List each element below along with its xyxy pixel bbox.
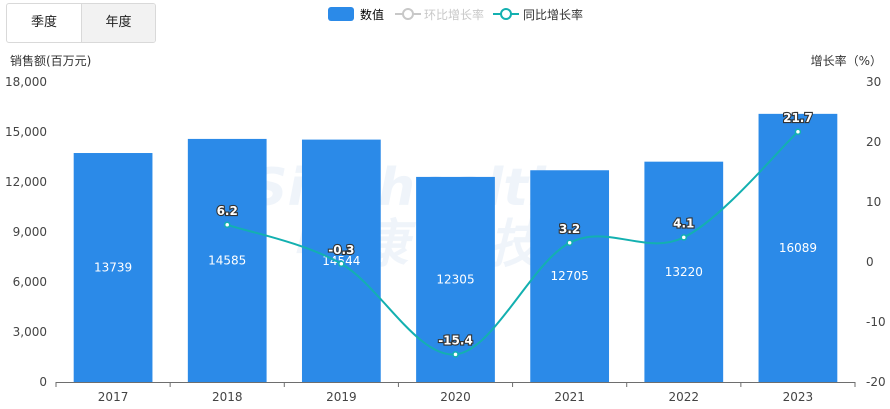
x-tick-label: 2018 [212, 390, 243, 404]
yoy-value-label: -0.3 [328, 243, 354, 257]
y-right-tick-label: -10 [866, 315, 886, 329]
yoy-value-label: 6.2 [217, 204, 238, 218]
yoy-value-label: 4.1 [673, 216, 694, 230]
bar-value-label: 16089 [779, 241, 817, 255]
bar[interactable] [73, 153, 153, 382]
bar[interactable] [416, 176, 495, 382]
bar-series [73, 113, 838, 382]
tab-year[interactable]: 年度 [81, 4, 155, 42]
yoy-value-label: -15.4 [438, 333, 473, 347]
x-tick-label: 2017 [98, 390, 129, 404]
x-axis: 2017 2018 2019 2020 2021 2022 2023 [55, 382, 856, 404]
y-axis-left-title: 销售额(百万元) [10, 53, 91, 68]
bar-value-label: 13220 [665, 265, 703, 279]
x-tick-label: 2020 [440, 390, 471, 404]
legend-yoy-marker[interactable] [500, 8, 512, 20]
yoy-line-series [223, 128, 802, 358]
bar-value-label: 13739 [94, 261, 132, 275]
legend-yoy-label[interactable]: 同比增长率 [523, 7, 583, 22]
legend-bar-label[interactable]: 数值 [360, 7, 384, 22]
bar[interactable] [187, 138, 267, 382]
y-left-tick-label: 18,000 [5, 75, 47, 89]
bar-labels: 13739145851454412305127051322016089 [94, 241, 817, 287]
legend-bar-swatch[interactable] [328, 7, 354, 21]
x-tick-label: 2021 [554, 390, 585, 404]
yoy-point[interactable] [452, 351, 459, 358]
y-left-tick-label: 0 [39, 375, 47, 389]
y-right-tick-label: 0 [866, 255, 874, 269]
x-tick-label: 2022 [669, 390, 700, 404]
bar[interactable] [644, 161, 724, 382]
y-left-tick-label: 12,000 [5, 175, 47, 189]
legend-qoq-marker[interactable] [402, 8, 414, 20]
y-left-tick-label: 9,000 [13, 225, 47, 239]
yoy-value-label: 21.7 [783, 111, 813, 125]
x-tick-label: 2023 [783, 390, 814, 404]
yoy-point[interactable] [566, 239, 573, 247]
bar-value-label: 14585 [208, 253, 246, 267]
tab-quarter[interactable]: 季度 [30, 15, 57, 30]
bar[interactable] [530, 170, 610, 382]
period-tabs: 季度 年度 [6, 3, 156, 43]
yoy-point[interactable] [794, 128, 802, 136]
y-left-tick-label: 6,000 [13, 275, 47, 289]
y-left-tick-label: 15,000 [5, 125, 47, 139]
y-axis-right-title: 增长率（%） [811, 53, 882, 68]
y-right-tick-label: -20 [866, 375, 886, 389]
bar-value-label: 12705 [551, 269, 589, 283]
legend-qoq-label[interactable]: 环比增长率 [424, 7, 484, 22]
yoy-point[interactable] [223, 221, 231, 229]
y-right-tick-label: 30 [866, 75, 881, 89]
legend: 数值 环比增长率 同比增长率 [328, 7, 583, 22]
yoy-point[interactable] [338, 260, 345, 268]
watermark: Sinohealth 中康科技 [250, 158, 565, 275]
watermark-latin: Sinohealth [250, 158, 565, 218]
yoy-value-label: 3.2 [559, 222, 580, 236]
y-axis-left: 0 3,000 6,000 9,000 12,000 15,000 18,000 [5, 75, 47, 389]
y-right-tick-label: 10 [866, 195, 881, 209]
yoy-point[interactable] [680, 234, 688, 241]
y-axis-right: -20 -10 0 10 20 30 [866, 75, 886, 389]
y-left-tick-label: 3,000 [13, 325, 47, 339]
yoy-labels: 6.2 -0.3 -15.4 3.2 4.1 21.7 [215, 110, 813, 349]
x-tick-label: 2019 [326, 390, 357, 404]
y-right-tick-label: 20 [866, 135, 881, 149]
bar-value-label: 12305 [436, 272, 474, 286]
yoy-line [226, 131, 799, 356]
